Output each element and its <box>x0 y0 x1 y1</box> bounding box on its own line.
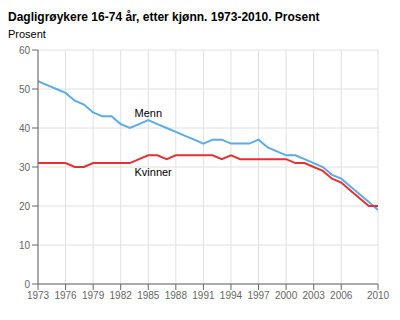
svg-text:10: 10 <box>19 240 31 251</box>
svg-text:1979: 1979 <box>82 290 105 301</box>
svg-text:2006: 2006 <box>330 290 353 301</box>
html-text:Dagligrøykere 16-74 år, etter: Dagligrøykere 16-74 år, etter kjønn. 197… <box>8 10 320 24</box>
svg-text:2010: 2010 <box>367 290 390 301</box>
svg-text:2000: 2000 <box>275 290 298 301</box>
svg-text:1985: 1985 <box>137 290 160 301</box>
svg-text:1988: 1988 <box>165 290 188 301</box>
svg-text:50: 50 <box>19 84 31 95</box>
svg-text:2003: 2003 <box>303 290 326 301</box>
svg-text:0: 0 <box>24 279 30 290</box>
svg-text:1982: 1982 <box>110 290 133 301</box>
svg-text:30: 30 <box>19 162 31 173</box>
svg-text:1976: 1976 <box>54 290 77 301</box>
svg-text:Menn: Menn <box>134 107 162 119</box>
svg-text:Kvinner: Kvinner <box>134 166 172 178</box>
svg-text:60: 60 <box>19 45 31 56</box>
svg-text:1994: 1994 <box>220 290 243 301</box>
svg-text:1973: 1973 <box>27 290 50 301</box>
svg-text:20: 20 <box>19 201 31 212</box>
svg-text:1997: 1997 <box>247 290 270 301</box>
html-text:Prosent: Prosent <box>8 28 46 40</box>
svg-text:40: 40 <box>19 123 31 134</box>
svg-text:1991: 1991 <box>192 290 215 301</box>
